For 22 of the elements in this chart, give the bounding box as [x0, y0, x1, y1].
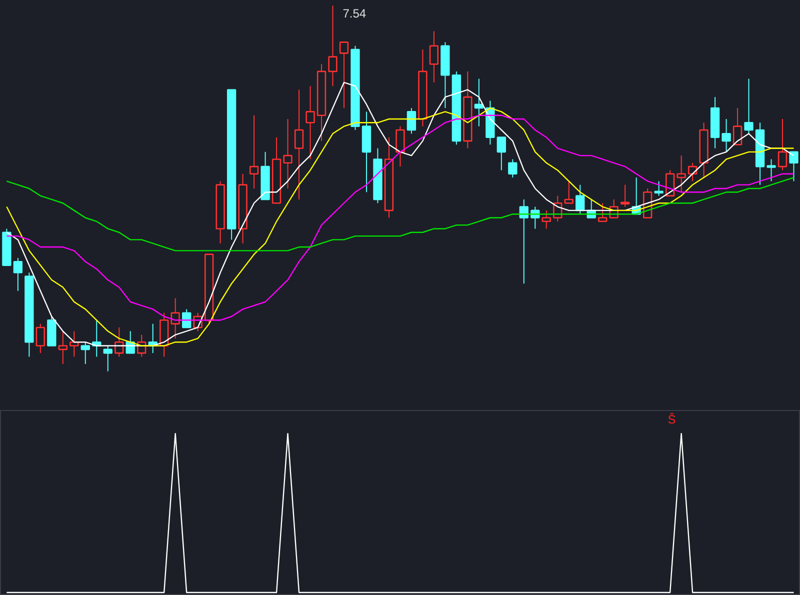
candlestick: [58, 330, 68, 365]
candlestick: [283, 118, 292, 189]
candlestick: [238, 173, 248, 244]
candlestick: [722, 118, 731, 152]
candlestick: [710, 96, 720, 149]
candlestick: [384, 136, 394, 218]
candlestick: [362, 111, 372, 193]
candlestick: [519, 198, 528, 284]
candlestick: [418, 49, 428, 127]
text: Ŝ: [668, 412, 676, 426]
candlestick: [316, 64, 326, 142]
candlestick: [294, 89, 304, 200]
candlestick: [306, 86, 315, 160]
candlestick: [676, 155, 686, 193]
annotation: 7.54: [342, 6, 366, 21]
candlestick: [429, 30, 439, 83]
candlestick: [474, 78, 484, 127]
candlestick: [463, 70, 472, 149]
candlestick: [328, 5, 338, 87]
candlestick: [755, 122, 765, 186]
candlestick: [699, 122, 708, 178]
candlestick: [249, 114, 259, 189]
